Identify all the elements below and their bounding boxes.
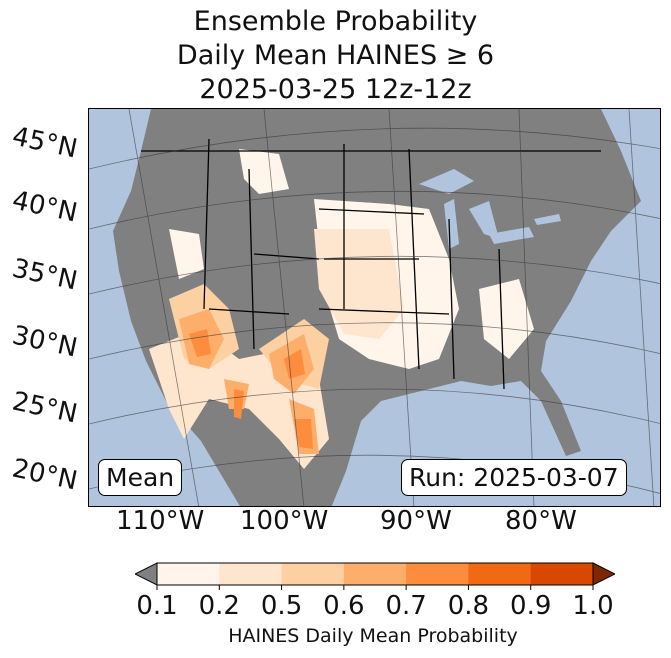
- colorbar-tick-label: 0.8: [447, 591, 490, 621]
- colorbar-tick-label: 0.1: [136, 591, 178, 621]
- colorbar-tick-label: 0.9: [510, 591, 552, 621]
- state-borders: [141, 138, 601, 390]
- colorbar: [135, 562, 615, 590]
- colorbar-tick-label: 1.0: [572, 591, 614, 621]
- lat-label: 35°N: [9, 253, 80, 297]
- lon-label: 90°W: [380, 506, 452, 536]
- colorbar-over-extend: [592, 562, 615, 586]
- colorbar-tick-label: 0.6: [323, 591, 365, 621]
- colorbar-tick-label: 0.5: [260, 591, 303, 621]
- title-line-2: Daily Mean HAINES ≥ 6: [176, 40, 495, 71]
- colorbar-segment: [219, 563, 283, 585]
- lat-label: 25°N: [9, 386, 80, 430]
- lat-label: 30°N: [9, 320, 80, 364]
- map-canvas: [89, 109, 660, 506]
- colorbar-under-extend: [135, 562, 158, 586]
- lat-label: 40°N: [9, 185, 80, 229]
- colorbar-segment: [281, 563, 345, 585]
- probability-map: Mean Run: 2025-03-07: [88, 108, 661, 507]
- lon-label: 80°W: [505, 506, 577, 536]
- colorbar-segment: [406, 563, 469, 585]
- title-line-3: 2025-03-25 12z-12z: [199, 74, 472, 105]
- colorbar-label: HAINES Daily Mean Probability: [228, 625, 518, 647]
- title-line-1: Ensemble Probability: [193, 6, 478, 37]
- lon-label: 100°W: [240, 506, 329, 536]
- colorbar-outline: [156, 562, 594, 586]
- stat-label-box: Mean: [98, 459, 183, 496]
- colorbar-segment: [157, 563, 220, 585]
- colorbar-segment: [530, 563, 594, 585]
- lat-label: 45°N: [9, 121, 80, 165]
- great-lakes: [419, 169, 561, 249]
- lon-label: 110°W: [116, 506, 205, 536]
- probability-shading: [149, 149, 534, 469]
- colorbar-tick-label: 0.7: [385, 591, 427, 621]
- graticule: [89, 109, 660, 506]
- colorbar-tick-label: 0.2: [198, 591, 240, 621]
- lat-label: 20°N: [9, 453, 80, 497]
- run-label-box: Run: 2025-03-07: [401, 459, 627, 496]
- colorbar-segment: [468, 563, 532, 585]
- colorbar-segment: [343, 563, 407, 585]
